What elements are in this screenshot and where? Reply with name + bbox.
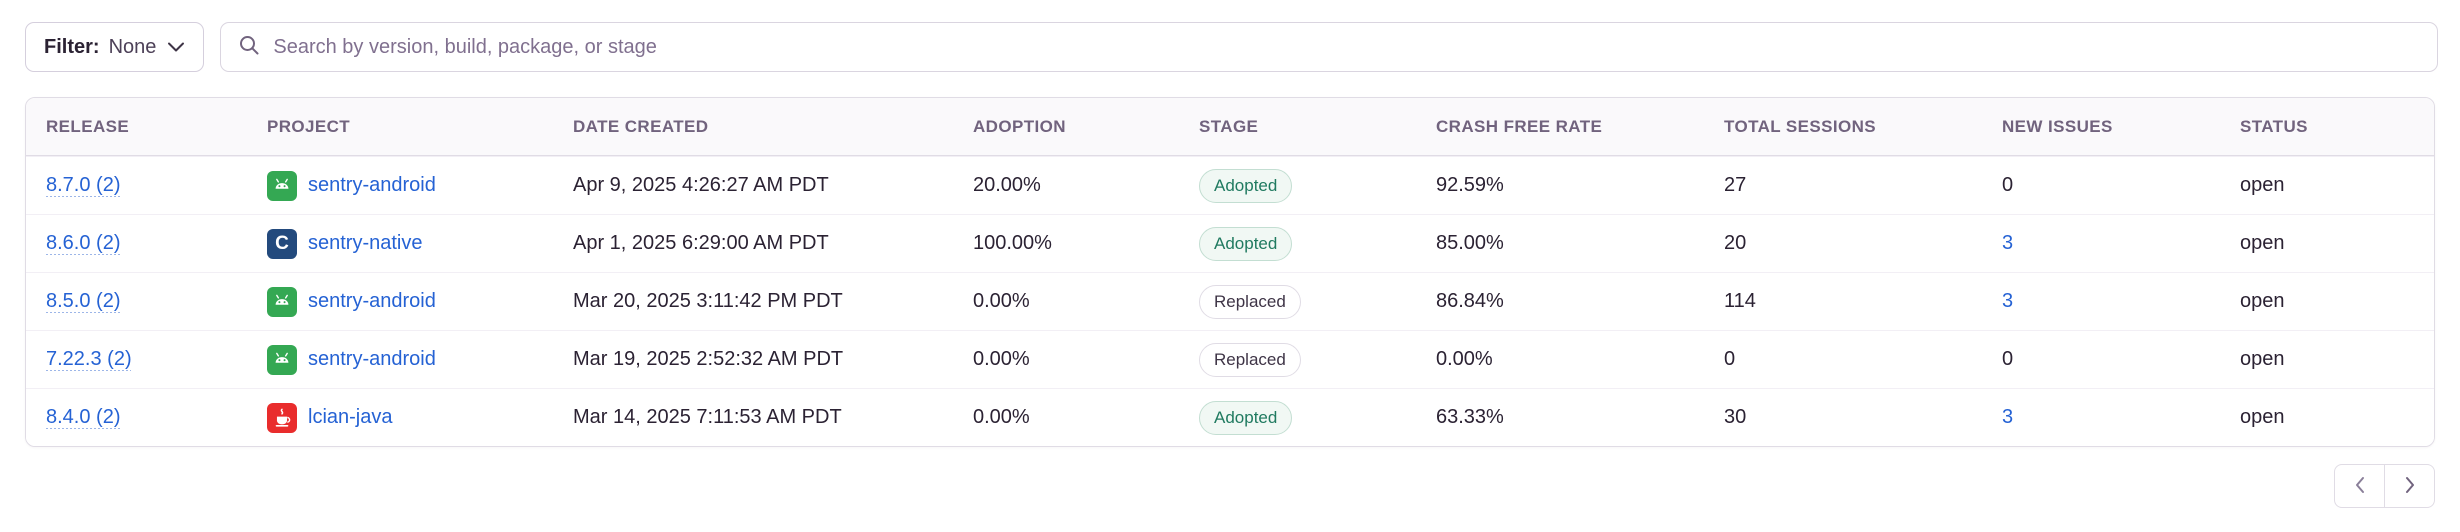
table-header-row: Release Project Date Created Adoption St… [26,98,2434,156]
project-link[interactable]: lcian-java [308,406,393,428]
new-issues-link[interactable]: 3 [2002,406,2014,428]
stage-badge: Replaced [1199,284,1301,319]
search-bar[interactable] [220,22,2438,72]
status-cell: open [2240,290,2285,312]
column-header-crash-free-rate: Crash Free Rate [1436,116,1603,136]
stage-badge: Adopted [1199,168,1293,203]
project-link[interactable]: sentry-android [308,174,436,196]
adoption-cell: 100.00% [973,232,1052,254]
chevron-left-icon [2352,474,2368,499]
release-version-link[interactable]: 7.22.3 (2) [46,348,132,370]
table-row: 8.4.0 (2) lcian-java Mar 14, 2025 7:11:5… [26,388,2434,446]
filter-label: Filter: [44,35,100,58]
table-row: 8.5.0 (2) sentry-android Mar 20, 2025 3:… [26,272,2434,330]
total-sessions-cell: 114 [1724,290,1756,312]
android-icon [267,286,297,317]
release-version-link[interactable]: 8.5.0 (2) [46,290,121,312]
new-issues-link[interactable]: 3 [2002,290,2014,312]
next-page-button[interactable] [2384,464,2435,508]
column-header-stage: Stage [1199,116,1259,136]
adoption-cell: 20.00% [973,174,1041,196]
column-header-project: Project [267,116,351,136]
crash-free-rate-cell: 63.33% [1436,406,1504,428]
filter-value: None [108,35,157,58]
column-header-new-issues: New Issues [2002,116,2113,136]
table-row: 7.22.3 (2) sentry-android Mar 19, 2025 2… [26,330,2434,388]
new-issues-count: 0 [2002,174,2014,196]
column-header-status: Status [2240,116,2308,136]
total-sessions-cell: 30 [1724,406,1747,428]
crash-free-rate-cell: 85.00% [1436,232,1504,254]
android-icon [267,170,297,201]
status-cell: open [2240,406,2285,428]
toolbar: Filter: None [25,22,2438,72]
crash-free-rate-cell: 92.59% [1436,174,1504,196]
project-link[interactable]: sentry-native [308,232,423,254]
date-created-cell: Mar 20, 2025 3:11:42 PM PDT [573,290,843,312]
adoption-cell: 0.00% [973,348,1030,370]
filter-dropdown-button[interactable]: Filter: None [25,22,205,72]
crash-free-rate-cell: 86.84% [1436,290,1504,312]
stage-badge: Adopted [1199,400,1293,435]
c-icon: C [267,228,297,259]
release-version-link[interactable]: 8.6.0 (2) [46,232,121,254]
table-row: 8.6.0 (2) C sentry-native Apr 1, 2025 6:… [26,214,2434,272]
date-created-cell: Apr 1, 2025 6:29:00 AM PDT [573,232,829,254]
status-cell: open [2240,174,2285,196]
new-issues-link[interactable]: 3 [2002,232,2014,254]
total-sessions-cell: 0 [1724,348,1736,370]
total-sessions-cell: 27 [1724,174,1747,196]
new-issues-count: 0 [2002,348,2014,370]
adoption-cell: 0.00% [973,406,1030,428]
stage-badge: Adopted [1199,226,1293,261]
table-row: 8.7.0 (2) sentry-android Apr 9, 2025 4:2… [26,156,2434,214]
status-cell: open [2240,232,2285,254]
chevron-down-icon [165,36,185,59]
date-created-cell: Mar 14, 2025 7:11:53 AM PDT [573,406,842,428]
android-icon [267,344,297,375]
search-input[interactable] [273,35,2420,59]
chevron-right-icon [2402,474,2418,499]
date-created-cell: Mar 19, 2025 2:52:32 AM PDT [573,348,844,370]
column-header-release: Release [46,116,130,136]
project-link[interactable]: sentry-android [308,290,436,312]
column-header-date-created: Date Created [573,116,709,136]
stage-badge: Replaced [1199,342,1301,377]
release-version-link[interactable]: 8.7.0 (2) [46,174,121,196]
column-header-adoption: Adoption [973,116,1066,136]
java-icon [267,402,297,433]
search-icon [238,34,260,61]
releases-table: Release Project Date Created Adoption St… [25,97,2435,447]
release-version-link[interactable]: 8.4.0 (2) [46,406,121,428]
crash-free-rate-cell: 0.00% [1436,348,1493,370]
project-link[interactable]: sentry-android [308,348,436,370]
status-cell: open [2240,348,2285,370]
pagination [2334,464,2435,508]
previous-page-button[interactable] [2334,464,2385,508]
column-header-total-sessions: Total Sessions [1724,116,1877,136]
adoption-cell: 0.00% [973,290,1030,312]
date-created-cell: Apr 9, 2025 4:26:27 AM PDT [573,174,829,196]
total-sessions-cell: 20 [1724,232,1747,254]
